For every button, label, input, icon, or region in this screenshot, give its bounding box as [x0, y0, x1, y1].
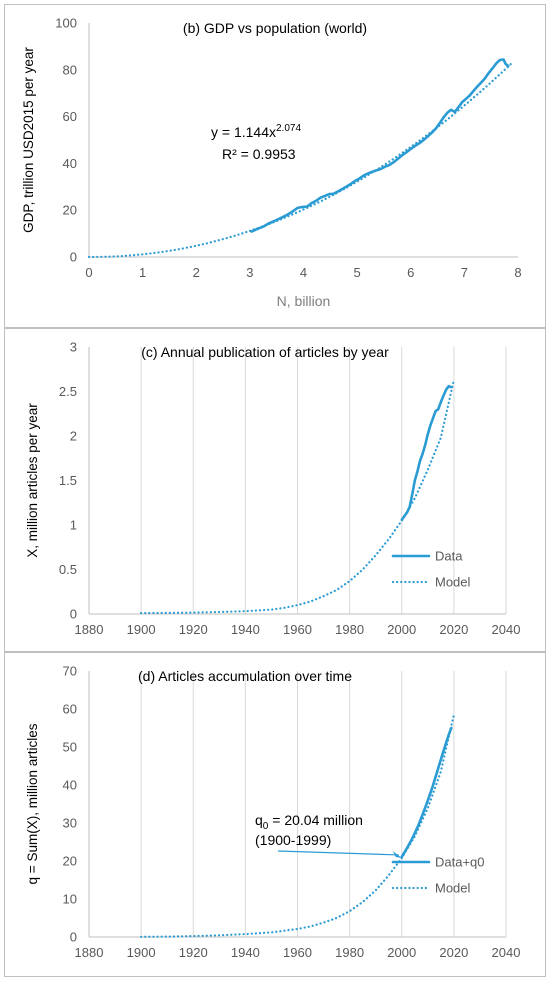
model-series-line	[140, 713, 455, 938]
annual-articles-chart: 1880 1900 1920 1940 1960 1980 2000 2020 2040 0 0.5…	[25, 340, 521, 638]
x-axis-label: N, billion	[277, 293, 331, 309]
y-tick-label: 0	[70, 607, 77, 622]
model-series-line	[140, 378, 455, 615]
x-tick-label: 2000	[387, 622, 416, 637]
y-tick-label: 20	[63, 854, 77, 869]
x-tick-label: 1980	[335, 622, 364, 637]
x-tick-label: 1880	[75, 945, 104, 960]
y-tick-label: 40	[63, 156, 77, 171]
chart-title: (c) Annual publication of articles by ye…	[141, 344, 389, 360]
r-squared-label: R² = 0.9953	[222, 146, 296, 162]
legend-label: Model	[435, 575, 471, 590]
y-tick-label: 40	[63, 778, 77, 793]
y-tick-label: 1.5	[59, 473, 77, 488]
x-tick-label: 2040	[492, 945, 521, 960]
x-tick-label: 1980	[335, 945, 364, 960]
y-tick-label: 0	[70, 250, 77, 265]
x-tick-label: 4	[300, 265, 307, 280]
y-axis-label: X, million articles per year	[25, 403, 40, 558]
x-tick-label: 2020	[439, 622, 468, 637]
chart-panel-accumulated-articles: 1880 1900 1920 1940 1960 1980 2000 2020 2040 0 10 2…	[4, 652, 546, 977]
chart-title: (d) Articles accumulation over time	[138, 668, 352, 684]
equation-base: y = 1.144x	[211, 124, 276, 140]
chart-panel-annual-articles: 1880 1900 1920 1940 1960 1980 2000 2020 2040 0 0.5…	[4, 328, 546, 652]
x-tick-label: 1960	[283, 945, 312, 960]
x-tick-label: 1	[139, 265, 146, 280]
y-tick-label: 80	[63, 62, 77, 77]
x-tick-label: 1900	[127, 945, 156, 960]
q0-value: = 20.04 million	[268, 812, 363, 828]
data-series-line	[250, 58, 510, 233]
x-tick-label: 6	[407, 265, 414, 280]
x-tick-label: 1880	[75, 622, 104, 637]
equation-exponent: 2.074	[276, 123, 301, 134]
x-tick-label: 2000	[387, 945, 416, 960]
y-tick-label: 100	[55, 16, 77, 31]
q0-subscript: 0	[263, 821, 269, 832]
x-tick-label: 1920	[179, 945, 208, 960]
y-tick-label: 60	[63, 109, 77, 124]
trendline-equation: y = 1.144x2.074	[211, 123, 301, 140]
y-tick-label: 30	[63, 816, 77, 831]
x-tick-label: 8	[514, 265, 521, 280]
chart-panel-gdp: 0 1 2 3 4 5 6 7 8 0 20 40 60 80 100 (b) GDP vs populati…	[4, 4, 546, 328]
x-tick-label: 2040	[492, 622, 521, 637]
data-series-line	[400, 384, 453, 521]
y-tick-label: 1	[70, 518, 77, 533]
y-tick-label: 3	[70, 340, 77, 355]
x-tick-label: 3	[246, 265, 253, 280]
q0-annotation: q0 = 20.04 million	[255, 812, 363, 832]
y-tick-label: 0	[70, 930, 77, 945]
y-tick-label: 20	[63, 203, 77, 218]
legend-label: Model	[435, 881, 471, 896]
x-tick-label: 0	[85, 265, 92, 280]
y-axis-label: q = Sum(X), million articles	[25, 723, 40, 884]
y-tick-label: 50	[63, 740, 77, 755]
x-tick-label: 1900	[127, 622, 156, 637]
x-tick-label: 1920	[179, 622, 208, 637]
data-series-line	[400, 726, 453, 859]
y-tick-label: 70	[63, 664, 77, 679]
x-tick-label: 2	[193, 265, 200, 280]
legend-label: Data+q0	[435, 855, 485, 870]
x-tick-label: 1940	[231, 622, 260, 637]
x-tick-label: 2020	[439, 945, 468, 960]
q0-period-label: (1900-1999)	[255, 832, 331, 848]
x-tick-label: 5	[354, 265, 361, 280]
y-tick-label: 0.5	[59, 562, 77, 577]
y-tick-label: 10	[63, 892, 77, 907]
annotation-arrowhead	[392, 850, 402, 858]
y-tick-label: 2	[70, 429, 77, 444]
x-tick-label: 1940	[231, 945, 260, 960]
q0-symbol: q	[255, 812, 263, 828]
annotation-arrow	[277, 850, 399, 856]
x-tick-label: 1960	[283, 622, 312, 637]
model-series-line	[87, 61, 514, 259]
y-tick-label: 60	[63, 702, 77, 717]
legend-label: Data	[435, 549, 463, 564]
chart-title: (b) GDP vs population (world)	[183, 20, 367, 36]
accumulated-articles-chart: 1880 1900 1920 1940 1960 1980 2000 2020 20400102…	[25, 664, 521, 961]
y-tick-label: 2.5	[59, 384, 77, 399]
y-axis-label: GDP, trillion USD2015 per year	[21, 47, 36, 233]
x-tick-label: 7	[461, 265, 468, 280]
